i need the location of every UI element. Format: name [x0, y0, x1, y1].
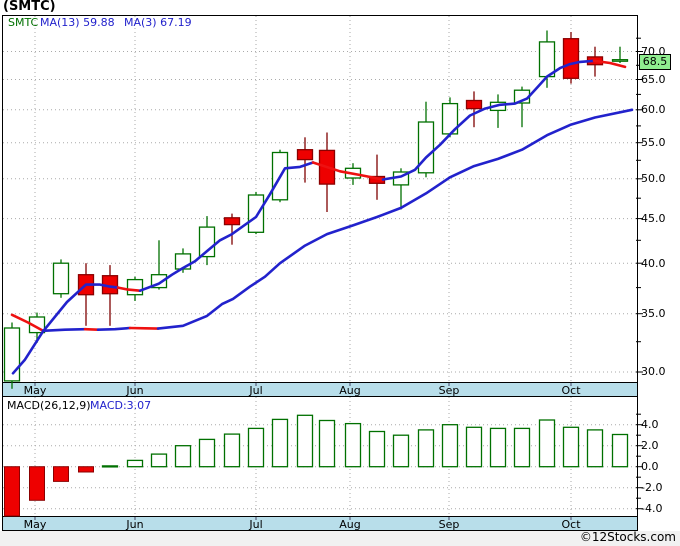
month-label: Aug: [339, 384, 361, 397]
price-axis-label: 60.0: [641, 103, 666, 116]
month-label: Jun: [126, 384, 144, 397]
macd-params-label: MACD(26,12,9): [7, 399, 91, 412]
month-label: Jul: [249, 384, 263, 397]
macd-value-label: MACD:3.07: [90, 399, 152, 412]
macd-axis-label: 0.0: [641, 460, 659, 473]
price-axis-label: 40.0: [641, 257, 666, 270]
price-axis-label: 65.0: [641, 73, 666, 86]
month-label: Jun: [126, 518, 144, 531]
macd-axis-label: -4.0: [641, 502, 663, 515]
footer-strip: [0, 531, 680, 546]
month-label: May: [23, 518, 47, 531]
price-axis-label: 50.0: [641, 172, 666, 185]
macd-panel: [2, 396, 638, 517]
price-axis-label: 30.0: [641, 365, 666, 378]
month-label: Aug: [339, 518, 361, 531]
month-axis-band-bottom: [2, 516, 638, 531]
month-label: Jul: [249, 518, 263, 531]
month-label: Oct: [561, 518, 581, 531]
month-axis-band-top: [2, 382, 638, 397]
month-label: Oct: [561, 384, 581, 397]
legend-ma3: MA(3) 67.19: [124, 16, 192, 29]
price-axis-label: 55.0: [641, 136, 666, 149]
price-axis-label: 35.0: [641, 307, 666, 320]
macd-axis-label: 2.0: [641, 439, 659, 452]
month-label: Sep: [438, 518, 460, 531]
page-title: (SMTC): [3, 0, 56, 14]
macd-axis-label: 4.0: [641, 418, 659, 431]
legend-symbol: SMTC: [8, 16, 39, 29]
month-label: Sep: [438, 384, 460, 397]
price-axis-label: 45.0: [641, 212, 666, 225]
month-label: May: [23, 384, 47, 397]
price-chart-panel: [2, 15, 638, 383]
watermark-12stocks: ©12Stocks.com: [579, 530, 676, 544]
legend-ma13: MA(13) 59.88: [40, 16, 115, 29]
last-price-marker: 68.5: [639, 54, 671, 70]
macd-axis-label: -2.0: [641, 481, 663, 494]
